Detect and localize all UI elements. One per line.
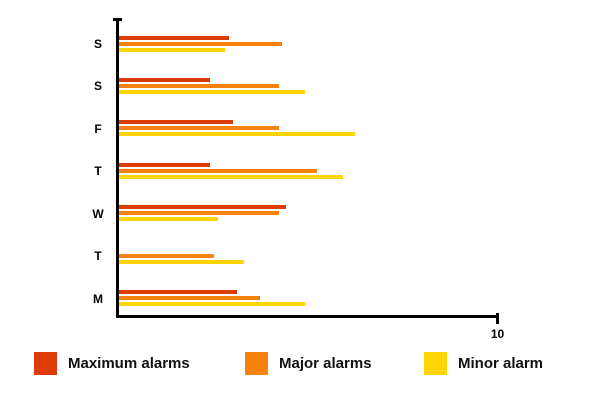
legend-swatch-major-alarms	[245, 352, 268, 375]
category-label-5: T	[94, 249, 102, 264]
bar-minor-alarm-6	[119, 302, 305, 307]
bar-major-alarms-6	[119, 296, 260, 301]
bar-minor-alarm-2	[119, 132, 355, 137]
bar-minor-alarm-1	[119, 89, 305, 94]
bar-major-alarms-5	[119, 253, 214, 258]
bar-minor-alarm-3	[119, 174, 343, 179]
x-axis-end-tick	[496, 313, 499, 324]
y-axis	[116, 18, 119, 318]
bar-maximum-alarms-0	[119, 35, 229, 40]
legend-label-major-alarms: Major alarms	[279, 355, 372, 372]
bar-maximum-alarms-2	[119, 120, 233, 125]
category-label-3: T	[94, 164, 102, 179]
bar-maximum-alarms-1	[119, 77, 210, 82]
legend-item-maximum-alarms: Maximum alarms	[34, 352, 190, 375]
bar-maximum-alarms-6	[119, 290, 237, 295]
bar-maximum-alarms-4	[119, 205, 286, 210]
legend-label-maximum-alarms: Maximum alarms	[68, 355, 190, 372]
bar-major-alarms-0	[119, 41, 282, 46]
category-label-4: W	[92, 206, 104, 221]
legend-swatch-minor-alarm	[424, 352, 447, 375]
category-label-1: S	[93, 79, 102, 94]
bar-major-alarms-3	[119, 168, 317, 173]
bar-minor-alarm-0	[119, 47, 225, 52]
legend-item-minor-alarm: Minor alarm	[424, 352, 543, 375]
bar-major-alarms-2	[119, 126, 279, 131]
bar-major-alarms-1	[119, 83, 279, 88]
bar-maximum-alarms-3	[119, 162, 210, 167]
bar-major-alarms-4	[119, 211, 279, 216]
category-label-6: M	[93, 291, 103, 306]
bar-minor-alarm-4	[119, 217, 218, 222]
category-label-2: F	[94, 121, 102, 136]
legend-label-minor-alarm: Minor alarm	[458, 355, 544, 372]
bar-minor-alarm-5	[119, 259, 244, 264]
legend-swatch-maximum-alarms	[34, 352, 57, 375]
x-axis	[116, 315, 499, 318]
category-label-0: S	[93, 37, 102, 51]
x-axis-max-tick-label: 10	[490, 327, 505, 341]
legend-item-major-alarms: Major alarms	[245, 352, 372, 375]
